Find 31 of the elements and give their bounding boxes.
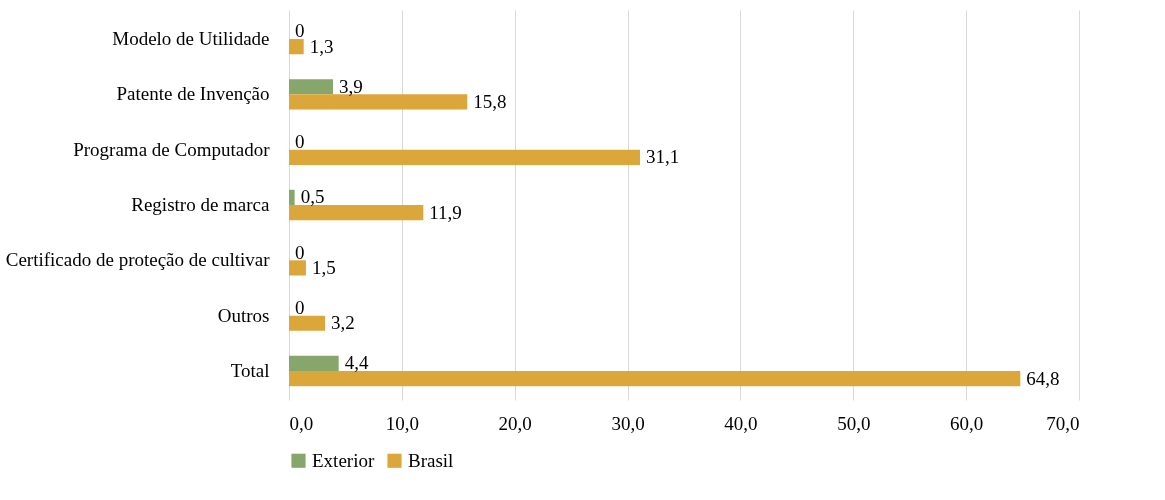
legend-label: Brasil — [408, 449, 454, 471]
data-label: 0 — [295, 131, 305, 153]
data-label: 15,8 — [473, 90, 507, 112]
x-tick-label: 50,0 — [837, 412, 871, 434]
data-label: 3,9 — [339, 75, 363, 97]
data-label: 4,4 — [344, 352, 369, 374]
y-tick-label: Registro de marca — [131, 194, 271, 215]
x-tick-label: 0,0 — [289, 412, 314, 434]
y-tick-label: Certificado de proteção de cultivar — [5, 249, 271, 271]
y-tick-label: Total — [230, 359, 270, 381]
data-label: 3,2 — [331, 312, 355, 334]
data-label: 0,5 — [300, 186, 325, 208]
y-tick-label: Programa de Computador — [73, 138, 271, 160]
x-tick-label: 40,0 — [724, 412, 758, 434]
y-tick-label: Modelo de Utilidade — [112, 28, 270, 50]
legend-label: Exterior — [312, 449, 375, 471]
y-tick-label: Outros — [217, 304, 270, 326]
data-label: 0 — [295, 241, 305, 263]
x-tick-label: 70,0 — [1046, 412, 1080, 434]
x-tick-label: 30,0 — [611, 412, 645, 434]
data-label: 1,5 — [311, 256, 336, 278]
x-tick-label: 20,0 — [498, 412, 532, 434]
y-tick-label: Patente de Invenção — [116, 83, 270, 105]
data-label: 0 — [295, 297, 305, 319]
data-label: 1,3 — [309, 35, 334, 57]
data-label: 0 — [295, 20, 305, 42]
x-tick-label: 60,0 — [950, 412, 984, 434]
data-label: 11,9 — [429, 201, 462, 223]
data-label: 64,8 — [1026, 367, 1060, 389]
data-label: 31,1 — [645, 146, 680, 168]
x-tick-label: 10,0 — [385, 412, 419, 434]
